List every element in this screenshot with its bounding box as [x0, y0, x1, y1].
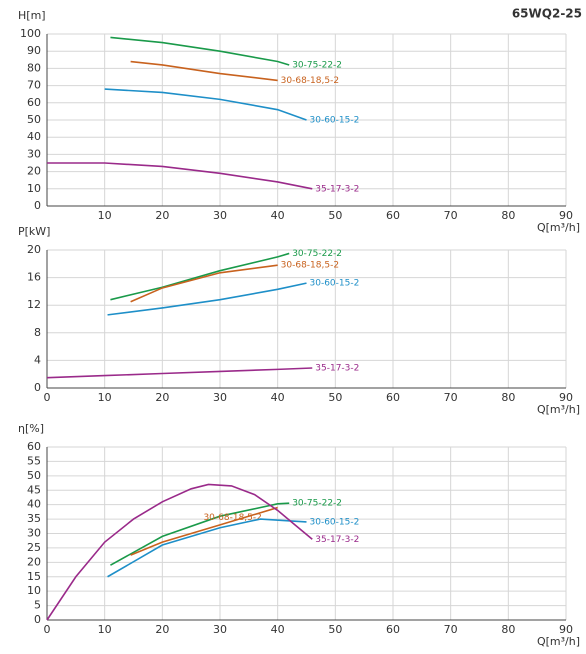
- x-tick-label: 60: [386, 623, 400, 636]
- series-label: 35-17-3-2: [315, 363, 359, 373]
- chart-title: 65WQ2-25: [512, 7, 582, 21]
- y-tick-label: 12: [27, 298, 41, 311]
- y-tick-label: 20: [27, 555, 41, 568]
- series-line: [110, 36, 290, 66]
- x-tick-label: 0: [44, 623, 51, 636]
- x-tick-label: 20: [155, 209, 169, 222]
- series-line: [107, 518, 307, 578]
- y-tick-label: 10: [27, 182, 41, 195]
- y-tick-label: 20: [27, 243, 41, 256]
- x-tick-label: 10: [98, 391, 112, 404]
- series-line: [130, 506, 278, 556]
- x-tick-label: 20: [155, 391, 169, 404]
- y-tick-label: 35: [27, 512, 41, 525]
- series-label: 30-60-15-2: [310, 517, 360, 527]
- series-line: [110, 252, 290, 301]
- x-tick-label: 70: [444, 209, 458, 222]
- series-label: 30-75-22-2: [292, 249, 342, 259]
- x-tick-label: 50: [328, 209, 342, 222]
- series-line: [46, 367, 313, 379]
- x-tick-label: 80: [501, 209, 515, 222]
- x-tick-label: 10: [98, 209, 112, 222]
- x-tick-label: 50: [328, 623, 342, 636]
- x-tick-label: 50: [328, 391, 342, 404]
- y-tick-label: 45: [27, 483, 41, 496]
- y-axis-label: H[m]: [18, 9, 46, 22]
- y-axis-label: P[kW]: [18, 225, 50, 238]
- series-label: 30-68-18,5-2: [281, 76, 339, 86]
- x-tick-label: 70: [444, 623, 458, 636]
- x-tick-label: 90: [559, 623, 573, 636]
- y-tick-label: 60: [27, 96, 41, 109]
- series-label: 35-17-3-2: [315, 535, 359, 545]
- x-tick-label: 30: [213, 623, 227, 636]
- y-tick-label: 15: [27, 570, 41, 583]
- series-label: 30-75-22-2: [292, 499, 342, 509]
- y-tick-label: 8: [34, 326, 41, 339]
- y-tick-label: 50: [27, 469, 41, 482]
- x-tick-label: 30: [213, 391, 227, 404]
- x-tick-label: 70: [444, 391, 458, 404]
- y-tick-label: 30: [27, 527, 41, 540]
- y-tick-label: 90: [27, 44, 41, 57]
- y-tick-label: 80: [27, 61, 41, 74]
- y-tick-label: 60: [27, 440, 41, 453]
- x-tick-label: 40: [271, 209, 285, 222]
- x-tick-label: 80: [501, 623, 515, 636]
- series-line: [130, 60, 278, 82]
- x-tick-label: 90: [559, 391, 573, 404]
- y-tick-label: 55: [27, 454, 41, 467]
- x-tick-label: 90: [559, 209, 573, 222]
- x-tick-label: 80: [501, 391, 515, 404]
- x-axis-label: Q[m³/h]: [537, 635, 580, 648]
- y-tick-label: 20: [27, 165, 41, 178]
- series-label: 30-68-18,5-2: [203, 513, 261, 523]
- series-line: [130, 264, 278, 303]
- y-tick-label: 50: [27, 113, 41, 126]
- y-tick-label: 40: [27, 130, 41, 143]
- x-tick-label: 10: [98, 623, 112, 636]
- y-tick-label: 5: [34, 599, 41, 612]
- y-tick-label: 16: [27, 271, 41, 284]
- y-tick-label: 30: [27, 147, 41, 160]
- y-tick-label: 0: [34, 199, 41, 212]
- x-axis-label: Q[m³/h]: [537, 403, 580, 416]
- y-tick-label: 4: [34, 353, 41, 366]
- x-tick-label: 40: [271, 623, 285, 636]
- x-tick-label: 0: [44, 391, 51, 404]
- x-tick-label: 20: [155, 623, 169, 636]
- y-tick-label: 100: [20, 27, 41, 40]
- series-line: [47, 162, 313, 190]
- y-tick-label: 70: [27, 79, 41, 92]
- y-tick-label: 0: [34, 381, 41, 394]
- series-label: 30-75-22-2: [292, 60, 342, 70]
- series-label: 30-68-18,5-2: [281, 261, 339, 271]
- series-line: [46, 483, 313, 621]
- y-tick-label: 25: [27, 541, 41, 554]
- y-tick-label: 40: [27, 498, 41, 511]
- series-line: [104, 88, 307, 121]
- x-tick-label: 40: [271, 391, 285, 404]
- series-line: [107, 282, 307, 316]
- series-label: 30-60-15-2: [310, 279, 360, 289]
- series-label: 30-60-15-2: [310, 116, 360, 126]
- series-label: 35-17-3-2: [315, 184, 359, 194]
- x-tick-label: 30: [213, 209, 227, 222]
- y-tick-label: 0: [34, 613, 41, 626]
- series-line: [110, 502, 290, 566]
- x-tick-label: 60: [386, 391, 400, 404]
- y-tick-label: 10: [27, 584, 41, 597]
- x-tick-label: 60: [386, 209, 400, 222]
- x-axis-label: Q[m³/h]: [537, 221, 580, 234]
- y-axis-label: η[%]: [18, 422, 44, 435]
